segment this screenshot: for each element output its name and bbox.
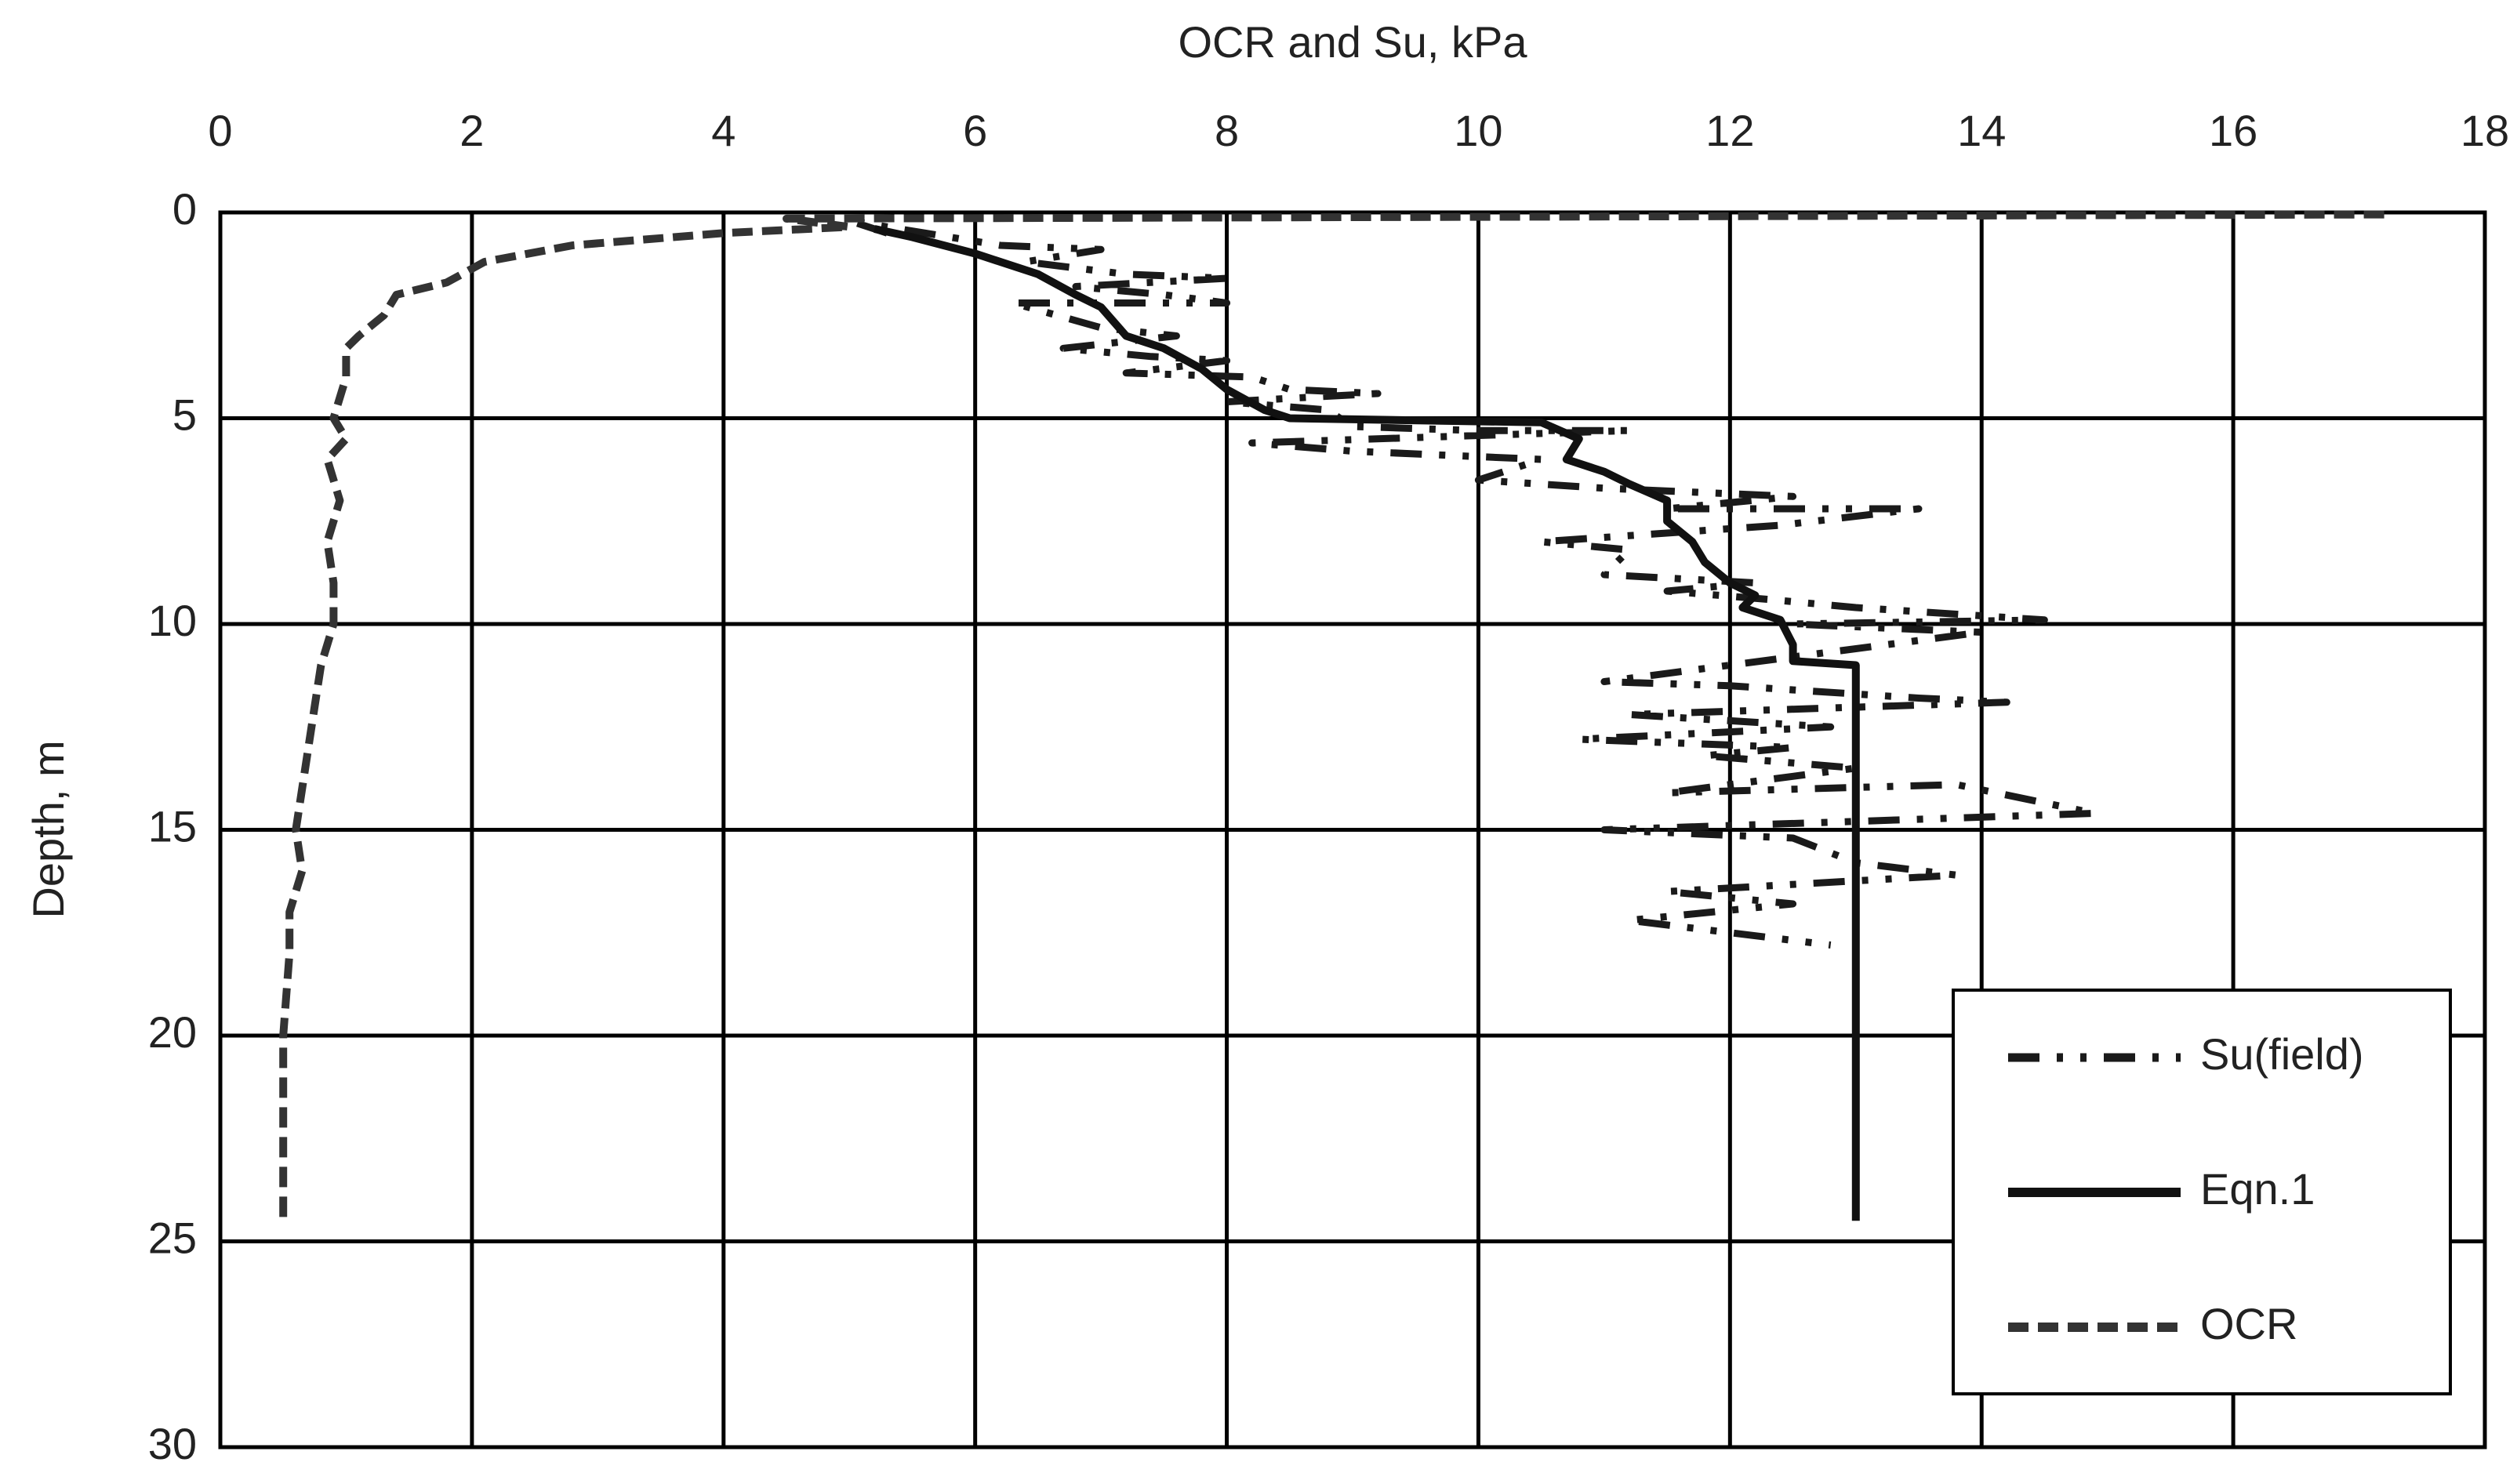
x-tick-label: 8 (1215, 106, 1239, 155)
legend-label: OCR (2200, 1299, 2297, 1348)
series-line (279, 210, 2384, 1221)
x-tick-label: 14 (1957, 106, 2006, 155)
x-tick-label: 10 (1454, 106, 1502, 155)
plot-frame (218, 210, 2487, 1450)
series-line (874, 225, 1860, 1221)
y-axis-label: Depth, m (24, 740, 73, 918)
x-tick-label: 4 (711, 106, 735, 155)
x-tick-label: 2 (459, 106, 484, 155)
legend-label: Eqn.1 (2200, 1164, 2315, 1214)
legend-label: Su(field) (2200, 1029, 2364, 1079)
x-tick-label: 18 (2461, 106, 2509, 155)
y-tick-label: 10 (148, 596, 197, 645)
y-tick-label: 25 (148, 1213, 197, 1262)
series-line (845, 217, 2099, 949)
y-tick-label: 5 (173, 390, 197, 439)
y-tick-label: 0 (173, 184, 197, 234)
y-tick-label: 15 (148, 801, 197, 851)
x-tick-label: 16 (2209, 106, 2257, 155)
y-tick-label: 30 (148, 1419, 197, 1468)
x-tick-label: 12 (1705, 106, 1754, 155)
y-tick-label: 20 (148, 1007, 197, 1057)
x-tick-label: 6 (963, 106, 987, 155)
chart-title: OCR and Su, kPa (1178, 17, 1527, 67)
x-tick-label: 0 (208, 106, 232, 155)
